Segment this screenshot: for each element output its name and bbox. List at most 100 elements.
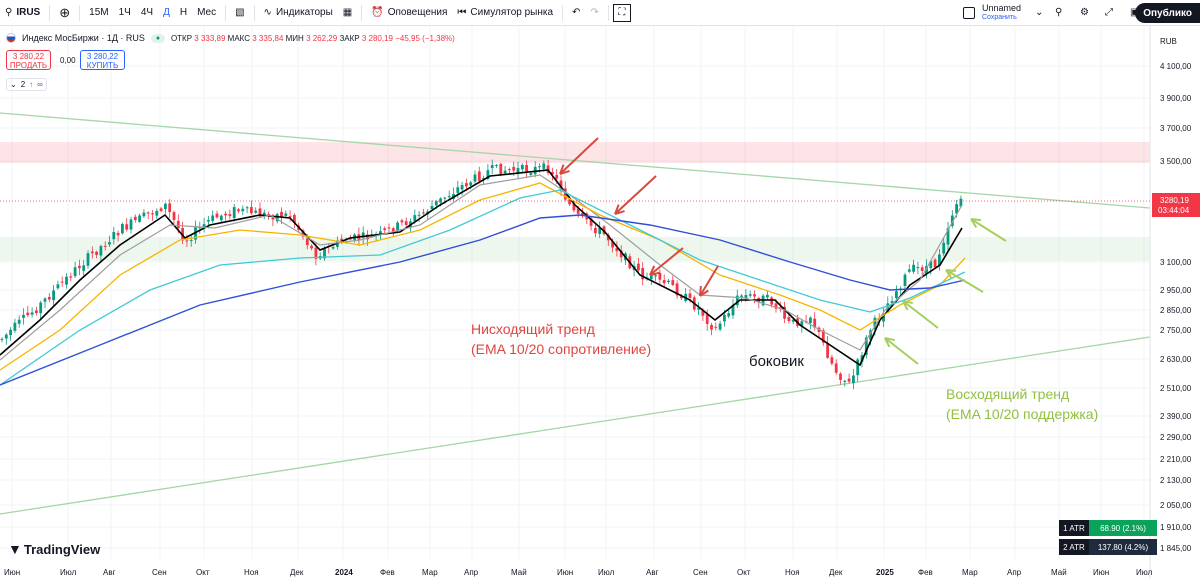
sell-button[interactable]: 3 280,22 ПРОДАТЬ xyxy=(6,50,51,70)
candle-body xyxy=(946,228,950,245)
candle-body xyxy=(17,319,21,324)
indicators-button[interactable]: ∿ Индикаторы xyxy=(259,0,338,26)
candle-body xyxy=(731,304,735,316)
candle-body xyxy=(146,212,150,214)
candle-body xyxy=(417,214,421,216)
alert-icon: ↑ xyxy=(29,80,34,89)
candle-body xyxy=(766,294,769,298)
candle-body xyxy=(0,338,4,340)
candle-body xyxy=(60,281,64,283)
fullscreen-icon: ⛶ xyxy=(618,7,626,18)
candle-body xyxy=(637,263,640,271)
candle-body xyxy=(9,329,12,336)
snapshot-button[interactable]: ▣ xyxy=(1125,0,1144,26)
candle-body xyxy=(843,380,847,382)
time-tick-label: Июл xyxy=(60,568,77,577)
arrow-up-1-head xyxy=(970,218,982,229)
indicator-collapse-toggle[interactable]: ⌄ 2 ↑ ∞ xyxy=(6,78,47,91)
candle-body xyxy=(714,326,718,328)
candle-body xyxy=(361,232,365,238)
candle-body xyxy=(662,280,666,284)
time-tick-label: Авг xyxy=(646,568,659,577)
arrow-down-4 xyxy=(699,265,719,297)
candle-body xyxy=(215,213,219,218)
candle-body xyxy=(555,174,559,179)
interval-1h[interactable]: 1Ч xyxy=(118,7,131,18)
candle-body xyxy=(701,309,705,316)
price-tick-label: 2 950,00 xyxy=(1160,286,1192,295)
time-axis: Июн Июл Авг Сен Окт Ноя Дек 2024 Фев Мар Апр Май Июн… xyxy=(4,568,1153,577)
candle-body xyxy=(26,312,30,316)
time-tick-label: Май xyxy=(1051,568,1067,577)
settings-button[interactable]: ⚙ xyxy=(1075,0,1094,26)
fullscreen-button[interactable]: ⛶ xyxy=(612,3,631,22)
candle-body xyxy=(99,246,103,256)
chevron-down-icon: ⌄ xyxy=(10,80,17,89)
interval-15m[interactable]: 15М xyxy=(89,7,109,18)
symbol-search[interactable]: ⚲ IRUS xyxy=(0,0,45,26)
undo-button[interactable]: ↶ xyxy=(567,0,585,26)
price-tick-label: 1 910,00 xyxy=(1160,523,1192,532)
interval-4h[interactable]: 4Ч xyxy=(140,7,154,18)
replay-button[interactable]: ⏮ Симулятор рынка xyxy=(452,0,558,26)
interval-month[interactable]: Мес xyxy=(197,7,217,18)
quick-search-button[interactable]: ⚲ xyxy=(1050,0,1067,26)
candle-body xyxy=(834,363,838,373)
alerts-button[interactable]: ⏰ Оповещения xyxy=(366,0,452,26)
candle-body xyxy=(469,182,473,186)
candle-body xyxy=(241,208,245,212)
candle-body xyxy=(671,280,675,286)
candle-body xyxy=(172,212,176,220)
layout-menu-button[interactable]: ⌄ xyxy=(1030,0,1048,26)
indicators-label: Индикаторы xyxy=(275,7,333,18)
candle-body xyxy=(159,208,163,211)
redo-button[interactable]: ↷ xyxy=(585,0,603,26)
time-tick-label: Дек xyxy=(829,568,843,577)
chart-type-button[interactable]: ▧ xyxy=(230,0,249,26)
candle-body xyxy=(366,234,369,240)
candle-body xyxy=(224,213,227,216)
candle-body xyxy=(778,307,782,309)
candle-body xyxy=(912,264,915,272)
candle-body xyxy=(499,163,503,175)
candle-body xyxy=(129,219,133,230)
templates-button[interactable]: ▦ xyxy=(338,0,357,26)
candle-body xyxy=(907,269,911,272)
candle-body xyxy=(512,166,516,171)
candle-body xyxy=(460,185,464,190)
candle-body xyxy=(258,208,262,217)
interval-day[interactable]: Д xyxy=(163,7,170,18)
time-tick-label: Окт xyxy=(737,568,751,577)
candle-body xyxy=(774,303,778,309)
compare-button[interactable]: ⊕ xyxy=(54,0,75,26)
candle-body xyxy=(572,203,576,211)
candle-body xyxy=(675,283,679,296)
layout-name[interactable]: Unnamed Сохранить xyxy=(982,3,1021,23)
support-resistance-zones xyxy=(0,142,1150,261)
tradingview-logo[interactable]: ▼ TradingView xyxy=(8,541,100,557)
layout-checkbox[interactable] xyxy=(958,0,980,26)
candle-body xyxy=(473,174,477,182)
candle-body xyxy=(155,210,159,216)
price-chart[interactable]: RUB 4 100,00 3 900,00 3 700,00 3 500,00 3 100… xyxy=(0,26,1200,579)
time-tick-label: Июл xyxy=(598,568,615,577)
current-price-badge xyxy=(1152,193,1200,217)
time-tick-label: Сен xyxy=(693,568,708,577)
candle-body xyxy=(293,215,296,223)
top-toolbar: ⚲ IRUS ⊕ 15М 1Ч 4Ч Д Н Мес ▧ ∿ Индикатор… xyxy=(0,0,1200,26)
price-tick-label: 1 845,00 xyxy=(1160,544,1192,553)
candle-body xyxy=(753,294,756,297)
candle-body xyxy=(280,211,283,218)
interval-week[interactable]: Н xyxy=(179,7,188,18)
sell-price: 3 280,22 xyxy=(12,52,45,61)
time-tick-label: Май xyxy=(511,568,527,577)
support-zone xyxy=(0,237,1150,261)
buy-button[interactable]: 3 280,22 КУПИТЬ xyxy=(80,50,125,70)
candle-body xyxy=(576,208,580,214)
tradingview-icon: ▼ xyxy=(8,541,22,557)
candle-body xyxy=(606,234,610,241)
fullscreen-toggle-button[interactable]: ⤢ xyxy=(1100,0,1118,26)
arrow-down-1 xyxy=(559,137,599,175)
publish-button[interactable]: Опублико xyxy=(1135,3,1200,23)
candle-body xyxy=(486,170,490,179)
